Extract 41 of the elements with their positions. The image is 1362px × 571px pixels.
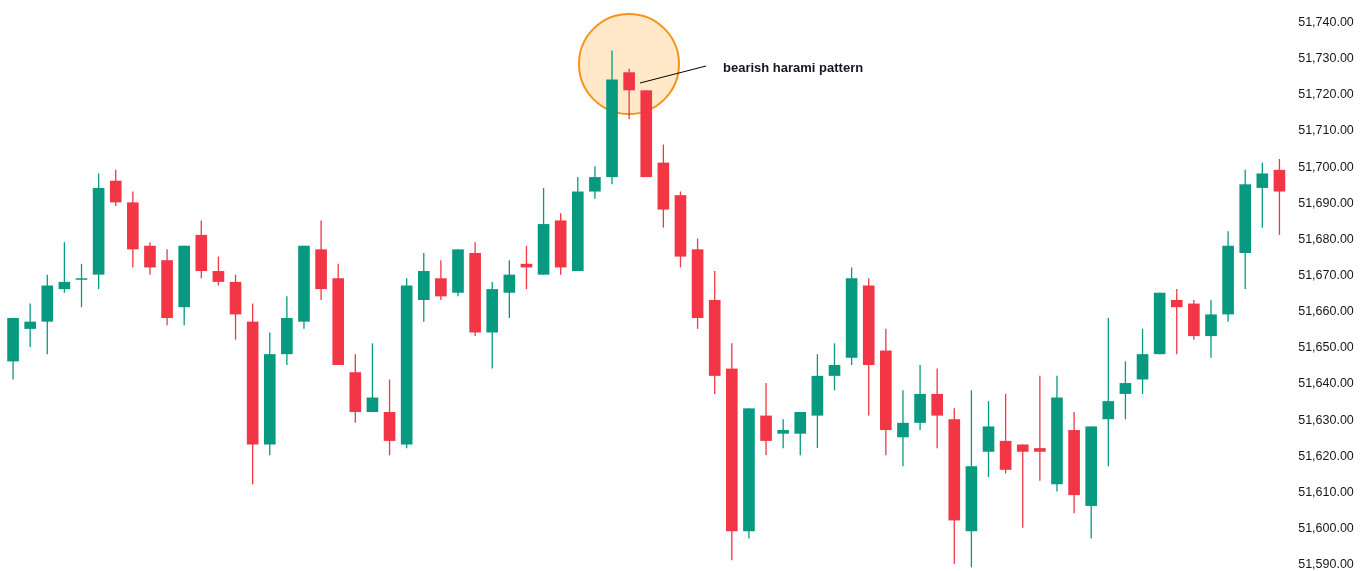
y-tick-label: 51,640.00 — [1298, 376, 1354, 391]
candlestick — [75, 263, 88, 308]
annotation: bearish harami pattern — [723, 60, 864, 75]
y-tick-label: 51,660.00 — [1298, 304, 1354, 319]
candlestick — [1119, 360, 1132, 420]
candlestick — [1102, 317, 1115, 467]
candlestick — [503, 259, 516, 319]
candlestick — [1273, 158, 1286, 236]
y-tick-label: 51,610.00 — [1298, 484, 1354, 499]
candlestick — [623, 68, 635, 120]
candlestick — [794, 411, 807, 456]
y-tick-label: 51,680.00 — [1298, 231, 1354, 246]
y-tick-label: 51,630.00 — [1298, 412, 1354, 427]
candlestick — [1170, 288, 1183, 355]
candlestick — [1034, 375, 1046, 482]
candlestick — [589, 165, 601, 200]
y-tick-label: 51,740.00 — [1298, 15, 1354, 30]
candlestick — [1256, 161, 1269, 229]
y-tick-label: 51,590.00 — [1298, 557, 1354, 571]
candlestick — [435, 259, 447, 301]
y-tick-label: 51,730.00 — [1298, 51, 1354, 66]
candlestick — [109, 169, 122, 207]
y-tick-label: 51,600.00 — [1298, 521, 1354, 536]
candlestick — [366, 342, 379, 413]
candlestick — [144, 241, 156, 276]
candlestick — [24, 302, 36, 348]
candlestick — [1205, 299, 1217, 359]
candlestick — [931, 367, 943, 449]
candlestick — [1016, 443, 1029, 529]
y-tick-label: 51,620.00 — [1298, 448, 1354, 463]
candlestick — [828, 342, 841, 391]
y-tick-label: 51,690.00 — [1298, 195, 1354, 210]
candlestick — [58, 241, 71, 294]
candlestick — [777, 418, 789, 449]
candlestick — [212, 255, 225, 287]
y-tick-label: 51,710.00 — [1298, 123, 1354, 138]
y-tick-label: 51,650.00 — [1298, 340, 1354, 355]
candlestick — [897, 389, 909, 467]
y-tick-label: 51,700.00 — [1298, 159, 1354, 174]
y-tick-label: 51,670.00 — [1298, 268, 1354, 283]
y-tick-label: 51,720.00 — [1298, 87, 1354, 102]
